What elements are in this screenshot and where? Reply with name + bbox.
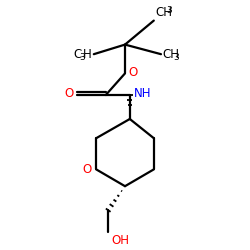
Text: O: O bbox=[83, 163, 92, 176]
Text: CH: CH bbox=[155, 6, 172, 19]
Text: O: O bbox=[65, 86, 74, 100]
Text: 3: 3 bbox=[166, 6, 172, 15]
Text: NH: NH bbox=[134, 86, 151, 100]
Text: OH: OH bbox=[111, 234, 129, 247]
Text: CH: CH bbox=[162, 48, 179, 61]
Text: H: H bbox=[83, 48, 92, 61]
Text: 3: 3 bbox=[173, 53, 179, 62]
Text: O: O bbox=[128, 66, 137, 79]
Text: C: C bbox=[73, 48, 81, 61]
Text: 3: 3 bbox=[79, 53, 85, 62]
